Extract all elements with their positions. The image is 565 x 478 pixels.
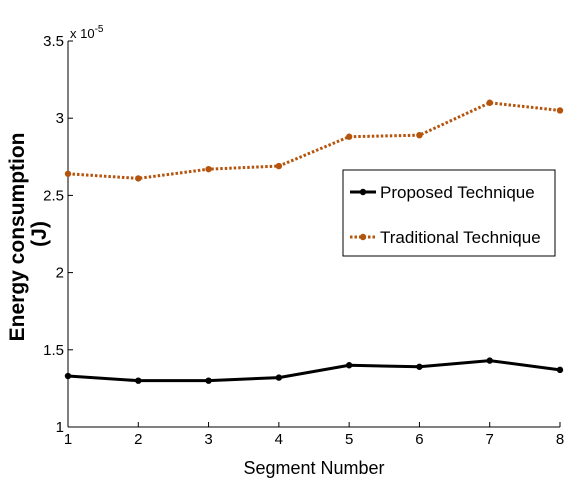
x-tick-label: 7	[486, 431, 494, 448]
legend-marker-traditional-technique	[359, 233, 367, 241]
data-point-proposed-technique	[275, 374, 283, 381]
y-axis-title-line-2: (J)	[28, 221, 51, 247]
data-point-proposed-technique	[205, 377, 212, 384]
x-tick-label: 2	[134, 431, 142, 448]
x-axis-title: Segment Number	[243, 458, 384, 478]
data-point-traditional-technique	[64, 170, 72, 177]
y-axis-exponent: -5	[95, 24, 104, 35]
series-proposed-technique	[64, 357, 564, 384]
data-point-traditional-technique	[205, 165, 212, 173]
y-axis-ticks: 1 1.5 2 2.5 3 3.5	[43, 33, 73, 436]
y-tick-label: 1.5	[43, 342, 64, 359]
legend-label-traditional-technique: Traditional Technique	[380, 228, 541, 247]
data-point-proposed-technique	[486, 357, 493, 364]
x-tick-label: 1	[64, 431, 72, 448]
data-point-traditional-technique	[416, 131, 423, 139]
series-layer	[64, 99, 564, 384]
plot-frame	[67, 41, 560, 428]
y-axis-multiplier: x 10-5	[70, 24, 104, 41]
data-point-traditional-technique	[556, 107, 564, 114]
data-point-traditional-technique	[135, 175, 142, 182]
x-tick-label: 8	[556, 431, 564, 448]
data-point-traditional-technique	[345, 133, 353, 140]
x-tick-label: 5	[345, 431, 353, 448]
x-tick-label: 4	[275, 431, 283, 448]
series-line-traditional-technique	[67, 101, 561, 180]
y-tick-label: 3	[56, 110, 64, 127]
data-point-traditional-technique	[275, 162, 283, 170]
legend-marker-proposed-technique	[359, 188, 367, 196]
y-tick-label: 2	[56, 265, 64, 282]
data-point-traditional-technique	[486, 99, 493, 106]
y-tick-label: 2.5	[43, 187, 64, 204]
series-line-proposed-technique	[67, 359, 561, 383]
y-tick-label: 1	[56, 419, 64, 436]
legend-items: Proposed Technique Traditional Technique	[350, 183, 541, 247]
data-point-proposed-technique	[416, 363, 423, 370]
x-tick-label: 3	[204, 431, 212, 448]
legend-box	[342, 169, 556, 257]
y-axis-title-line-1: Energy consumption	[6, 132, 29, 341]
data-point-proposed-technique	[64, 372, 72, 380]
legend-label-proposed-technique: Proposed Technique	[380, 183, 535, 202]
x-axis-ticks: 1 2 3 4 5 6 7 8	[64, 422, 564, 448]
series-traditional-technique	[64, 99, 564, 182]
legend: Proposed Technique Traditional Technique	[342, 169, 556, 257]
data-point-proposed-technique	[345, 362, 353, 369]
y-axis-title: Energy consumption (J)	[6, 127, 51, 342]
data-point-proposed-technique	[135, 377, 142, 384]
data-point-proposed-technique	[556, 366, 564, 374]
y-tick-label: 3.5	[43, 33, 64, 50]
x-tick-label: 6	[415, 431, 423, 448]
